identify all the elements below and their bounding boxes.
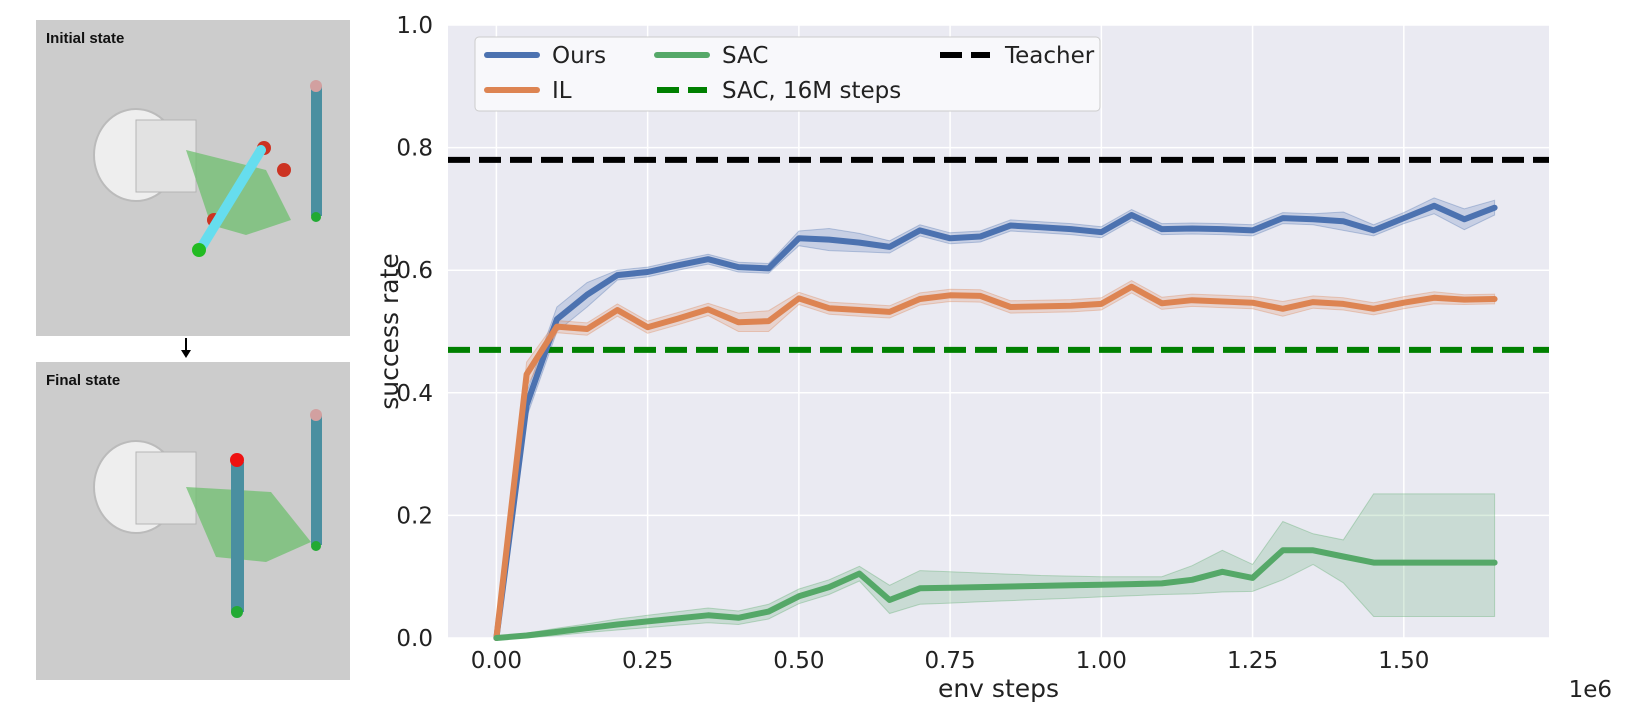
ours-line (493, 202, 1498, 641)
teacher-legend-label: Teacher (1004, 43, 1095, 69)
series-lines (493, 202, 1498, 641)
grid (448, 24, 1549, 639)
y-tick-label: 0.0 (396, 626, 433, 652)
x-tick-label: 1.50 (1378, 648, 1429, 674)
sac-band (496, 493, 1496, 639)
final-state-render (93, 409, 322, 618)
sac-line (493, 547, 1498, 641)
ours-legend-label: Ours (552, 43, 606, 69)
x-tick-label: 0.00 (471, 648, 522, 674)
rod-end-marker (230, 453, 244, 467)
initial-state-render (93, 80, 322, 257)
goal-bottom-marker (311, 541, 321, 551)
y-tick-label: 1.0 (396, 13, 433, 39)
legend: Ours IL SAC SAC, 16M steps Teacher (474, 36, 1101, 112)
il-legend-label: IL (552, 78, 572, 104)
initial-state-label: Initial state (46, 30, 125, 47)
robot-fingers (186, 487, 311, 562)
x-tick-label: 0.25 (622, 648, 673, 674)
final-state-label: Final state (46, 372, 121, 389)
goal-rod (311, 415, 322, 545)
goal-top-marker (310, 80, 322, 92)
robot-palm (135, 119, 197, 193)
rod-object (196, 145, 266, 253)
sac_16m-legend-label: SAC, 16M steps (722, 78, 901, 104)
goal-bottom-marker (311, 212, 321, 222)
rod-end-marker (231, 606, 243, 618)
x-axis-label: env steps (938, 674, 1059, 703)
tick-labels: 0.00 0.25 0.50 0.75 1.00 1.25 1.50 0.0 0.2 0.4 0.6… (396, 13, 1429, 674)
goal-rod (311, 86, 322, 216)
x-axis-multiplier: 1e6 (1569, 677, 1612, 703)
reference-lines (448, 156, 1549, 353)
final-state-panel: Final state (36, 362, 350, 680)
y-tick-label: 0.4 (396, 381, 433, 407)
rod-end-marker (192, 243, 206, 257)
goal-top-marker (310, 409, 322, 421)
x-tick-label: 1.00 (1076, 648, 1127, 674)
down-arrow-icon (181, 338, 191, 358)
plot-area (448, 25, 1549, 638)
sac-legend-label: SAC (722, 43, 768, 69)
rod-object (231, 462, 244, 612)
y-tick-label: 0.2 (396, 503, 433, 529)
x-tick-label: 1.25 (1227, 648, 1278, 674)
il-line (493, 283, 1498, 641)
initial-state-panel: Initial state (36, 20, 350, 336)
x-tick-label: 0.50 (773, 648, 824, 674)
y-axis-label: success rate (375, 253, 404, 410)
fingertip-marker (277, 163, 291, 177)
y-tick-label: 0.8 (396, 136, 433, 162)
x-tick-label: 0.75 (924, 648, 975, 674)
y-tick-label: 0.6 (396, 258, 433, 284)
